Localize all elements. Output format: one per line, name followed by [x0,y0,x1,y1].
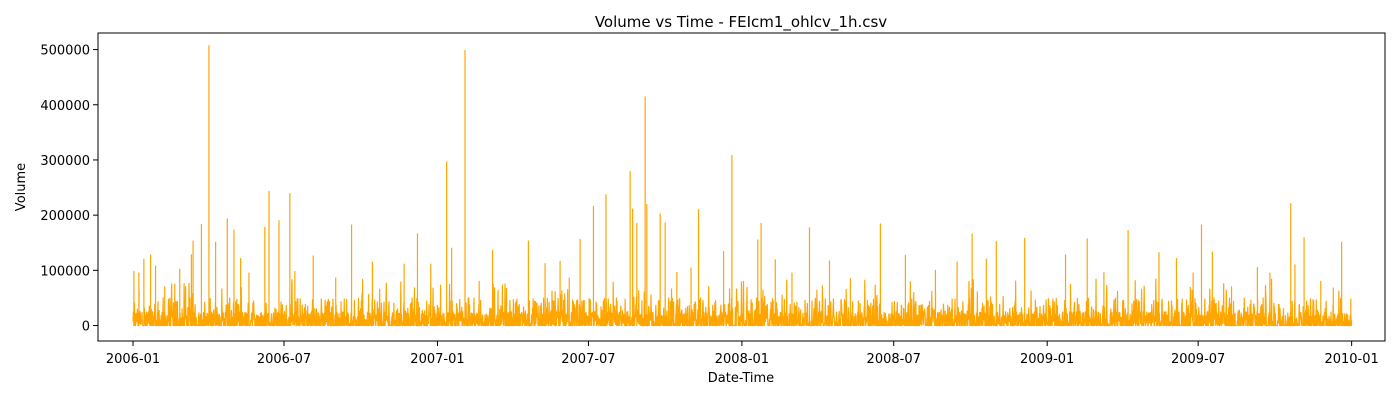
y-tick-label: 300000 [40,154,90,169]
y-tick-label: 500000 [40,44,90,59]
chart-title: Volume vs Time - FEIcm1_ohlcv_1h.csv [595,13,887,32]
x-tick-label: 2009-07 [1171,352,1225,367]
x-axis-label: Date-Time [708,371,774,386]
x-tick-label: 2009-01 [1020,352,1074,367]
y-axis-label: Volume [14,163,29,211]
x-tick-label: 2010-01 [1324,352,1378,367]
volume-line [132,45,1353,327]
y-tick-label: 200000 [40,209,90,224]
y-tick-label: 0 [82,320,90,335]
x-tick-label: 2006-01 [106,352,160,367]
x-tick-label: 2008-01 [715,352,769,367]
x-axis: 2006-01 2006-07 2007-01 2007-07 2008-01 2008-… [106,341,1379,367]
y-tick-label: 100000 [40,264,90,279]
y-tick-label: 400000 [40,99,90,114]
series-volume [132,45,1353,327]
x-tick-label: 2007-07 [561,352,615,367]
x-tick-label: 2008-07 [867,352,921,367]
x-tick-label: 2007-01 [410,352,464,367]
y-axis: 0 100000 200000 300000 400000 500000 [40,44,98,335]
x-tick-label: 2006-07 [257,352,311,367]
